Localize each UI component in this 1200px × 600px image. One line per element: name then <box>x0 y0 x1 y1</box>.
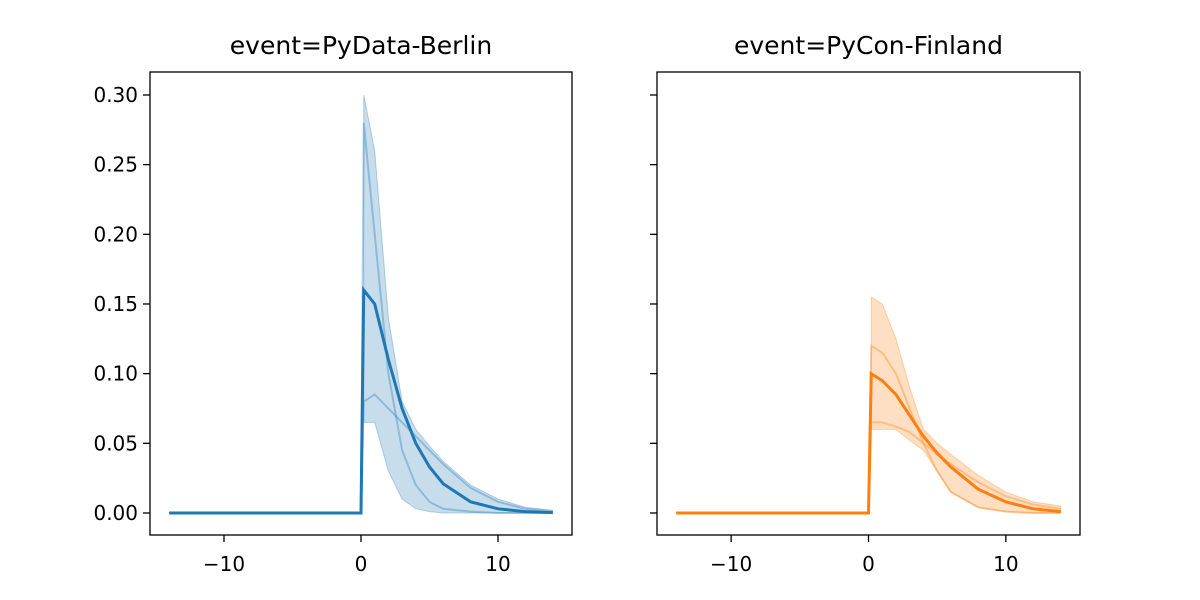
x-tick-label: 0 <box>355 552 368 576</box>
line <box>169 285 553 515</box>
uncertainty-band <box>363 94 554 514</box>
y-tick-label: 0.05 <box>93 431 138 455</box>
y-tick-label: 0.00 <box>93 501 138 525</box>
x-tick-label: 10 <box>485 552 510 576</box>
y-tick-label: 0.20 <box>93 222 138 246</box>
y-tick-label: 0.25 <box>93 153 138 177</box>
subplot-title: event=PyCon-Finland <box>734 31 1003 60</box>
x-tick-label: 10 <box>993 552 1018 576</box>
uncertainty-band <box>870 296 1062 514</box>
line <box>676 370 1061 515</box>
x-tick-label: −10 <box>710 552 752 576</box>
y-tick-label: 0.15 <box>93 292 138 316</box>
x-tick-label: −10 <box>203 552 245 576</box>
y-tick-label: 0.10 <box>93 362 138 386</box>
y-tick-label: 0.30 <box>93 83 138 107</box>
x-tick-label: 0 <box>862 552 875 576</box>
subplot-title: event=PyData-Berlin <box>230 31 492 60</box>
